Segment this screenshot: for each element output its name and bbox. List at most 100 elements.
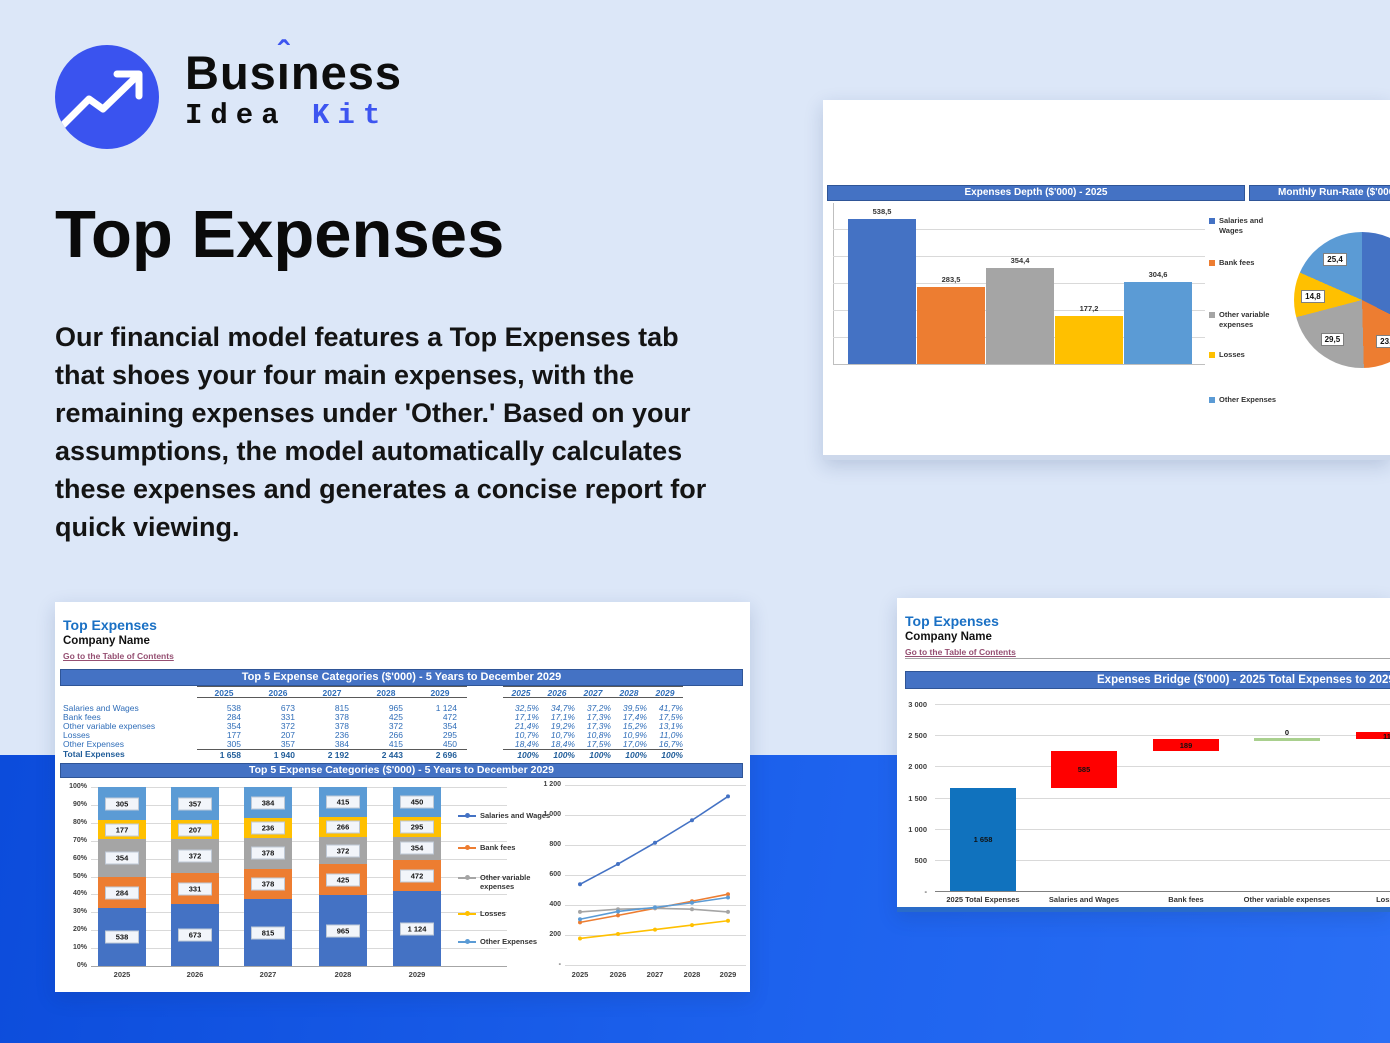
y-axis-tick: 400 xyxy=(549,901,561,908)
percent-values: 17,1% 17,1% 17,3% 17,4% 17,5% xyxy=(503,713,683,722)
data-point xyxy=(690,907,694,912)
stacked-segment: 207 xyxy=(171,819,219,840)
table-of-contents-link[interactable]: Go to the Table of Contents xyxy=(63,651,174,661)
table-of-contents-link[interactable]: Go to the Table of Contents xyxy=(905,647,1016,657)
cell-percent: 17,5% xyxy=(658,712,683,722)
column-gap xyxy=(467,740,503,749)
segment-value-label: 815 xyxy=(251,926,285,940)
cell-value: 472 xyxy=(442,712,457,722)
waterfall-bar xyxy=(1356,732,1390,740)
segment-value-label: 673 xyxy=(178,928,212,942)
stacked-segment: 450 xyxy=(393,787,441,817)
depth-bar xyxy=(1055,316,1123,364)
series-legend: Salaries and Wages Bank fees Other variabl… xyxy=(458,807,553,967)
y-axis-tick: 2 500 xyxy=(908,731,927,741)
gridline xyxy=(565,965,746,966)
cell-value: 2 192 xyxy=(327,750,349,760)
cell-percent: 2025 xyxy=(511,688,531,698)
legend-item: Other variable expenses xyxy=(458,873,553,892)
column-gap xyxy=(467,713,503,722)
stacked-segment: 305 xyxy=(98,787,146,820)
table-row: Salaries and Wages 538 673 815 965 1 124 32,5%… xyxy=(63,704,743,713)
legend-label: Bank fees xyxy=(1219,258,1255,267)
gridline xyxy=(833,229,1205,230)
top-expenses-report-card: Top Expenses Company Name Go to the Tabl… xyxy=(55,602,750,992)
cell-value: 2 696 xyxy=(435,750,457,760)
legend-swatch-icon xyxy=(1209,260,1215,266)
y-axis-tick: 60% xyxy=(72,854,87,862)
waterfall-bar-value: 1 658 xyxy=(973,835,993,845)
cell-percent: 41,7% xyxy=(658,703,683,713)
legend-label: Other variable expenses xyxy=(480,873,531,892)
gridline xyxy=(565,815,746,816)
stacked-segment: 425 xyxy=(319,864,367,896)
y-axis-tick: 1 200 xyxy=(543,781,561,788)
legend-label: Salaries and Wages xyxy=(480,811,551,820)
segment-value-label: 1 124 xyxy=(400,922,434,936)
line-chart-canvas xyxy=(578,794,730,941)
x-axis-tick: Salaries and Wages xyxy=(1048,895,1120,904)
segment-value-label: 378 xyxy=(251,846,285,860)
waterfall-chart: 3 000 2 500 2 000 1 500 1 000 500 - 1 658 2025 T… xyxy=(897,693,1390,907)
stacked-segment: 372 xyxy=(319,836,367,865)
y-axis-tick: 1 500 xyxy=(908,793,927,803)
legend-line-marker-icon xyxy=(458,813,476,818)
column-gap xyxy=(467,731,503,740)
cell-value: 425 xyxy=(388,712,403,722)
legend-label: Other Expenses xyxy=(480,937,538,946)
legend-label: Other Expenses xyxy=(1219,395,1277,404)
row-label: Salaries and Wages xyxy=(63,703,139,713)
depth-bar xyxy=(848,218,916,364)
cell-percent: 11,0% xyxy=(659,730,683,740)
column-gap xyxy=(467,749,503,760)
cell-value: 266 xyxy=(388,730,403,740)
stacked-segment: 284 xyxy=(98,877,146,908)
data-point xyxy=(616,909,620,914)
cell-value: 1 658 xyxy=(219,750,241,760)
depth-runrate-card: Expenses Depth ($'000) - 2025 Monthly Ru… xyxy=(823,100,1390,460)
stacked-bar-chart: 100% 90% 80% 70% 60% 50% 40% 30% 20% 10% 0% 538 284 3… xyxy=(63,780,515,985)
cell-percent: 2026 xyxy=(547,688,567,698)
cell-value: 372 xyxy=(280,721,295,731)
gridline xyxy=(91,966,507,967)
data-point xyxy=(653,927,657,932)
cell-percent: 21,4% xyxy=(514,721,539,731)
gridline xyxy=(91,804,507,806)
cell-value: 2027 xyxy=(322,688,342,698)
gridline xyxy=(565,845,746,846)
x-axis-tick: 2026 xyxy=(186,970,204,979)
cell-value: 357 xyxy=(280,739,295,749)
y-axis-tick: - xyxy=(558,961,561,968)
percent-values: 21,4% 19,2% 17,3% 15,2% 13,1% xyxy=(503,722,683,731)
stacked-segment: 965 xyxy=(319,895,367,966)
cell-value: 384 xyxy=(334,739,349,749)
depth-bar-value: 538,5 xyxy=(872,206,892,216)
year-values: 284 331 378 425 472 xyxy=(197,713,467,722)
gridline xyxy=(935,735,1390,737)
y-axis-tick: 90% xyxy=(72,800,87,808)
brand-name-line2: Idea Kit xyxy=(185,99,389,132)
cell-percent: 100% xyxy=(661,750,683,760)
x-axis-tick: Bank fees xyxy=(1168,895,1204,904)
expense-table: 2025 2026 2027 2028 2029 2025 2026 2027 2028 2029… xyxy=(63,686,743,760)
percent-values: 32,5% 34,7% 37,2% 39,5% 41,7% xyxy=(503,704,683,713)
cell-value: 815 xyxy=(334,703,349,713)
stacked-segment: 384 xyxy=(244,787,292,819)
y-axis-tick: 2 000 xyxy=(908,762,927,772)
percent-values: 10,7% 10,7% 10,8% 10,9% 11,0% xyxy=(503,731,683,740)
cell-value: 2 443 xyxy=(381,750,403,760)
waterfall-bar-value: 189 xyxy=(1179,741,1193,751)
y-axis-tick: 80% xyxy=(72,818,87,826)
cell-percent: 2029 xyxy=(655,688,675,698)
cell-percent: 2027 xyxy=(583,688,603,698)
x-axis-tick: Losses xyxy=(1376,895,1390,904)
cell-percent: 16,7% xyxy=(658,739,683,749)
data-point xyxy=(690,900,694,905)
gridline xyxy=(833,256,1205,257)
data-point xyxy=(578,920,582,925)
waterfall-bar xyxy=(950,787,1016,891)
cell-percent: 17,4% xyxy=(622,712,647,722)
legend-swatch-icon xyxy=(1209,397,1215,403)
stacked-column: 815 378 378 236 384 xyxy=(244,787,292,966)
legend-item: Losses xyxy=(1209,350,1245,360)
